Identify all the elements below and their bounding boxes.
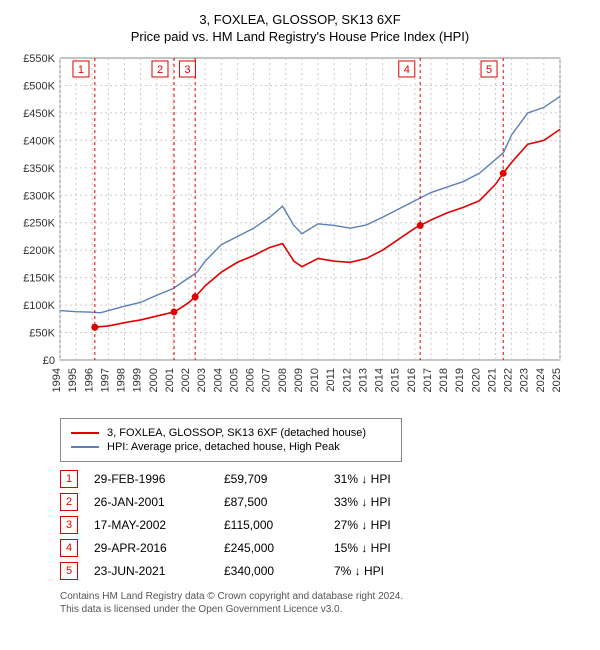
- svg-text:£350K: £350K: [23, 163, 55, 175]
- svg-text:4: 4: [404, 64, 410, 76]
- transaction-price: £115,000: [224, 518, 334, 532]
- svg-text:2000: 2000: [148, 368, 160, 392]
- svg-text:£300K: £300K: [23, 190, 55, 202]
- svg-text:1995: 1995: [67, 368, 79, 392]
- transactions-table: 1 29-FEB-1996£59,70931% ↓ HPI 2 26-JAN-2001…: [60, 470, 590, 580]
- transaction-date: 23-JUN-2021: [94, 564, 224, 578]
- svg-text:2006: 2006: [245, 368, 257, 392]
- svg-text:2015: 2015: [390, 368, 402, 392]
- svg-text:2011: 2011: [325, 368, 337, 392]
- transaction-date: 29-APR-2016: [94, 541, 224, 555]
- svg-text:£50K: £50K: [29, 328, 55, 340]
- transaction-date: 26-JAN-2001: [94, 495, 224, 509]
- svg-text:2012: 2012: [341, 368, 353, 392]
- svg-text:2019: 2019: [454, 368, 466, 392]
- transaction-marker: 5: [60, 562, 78, 580]
- transaction-marker: 1: [60, 470, 78, 488]
- svg-text:2014: 2014: [374, 368, 386, 392]
- transaction-price: £87,500: [224, 495, 334, 509]
- transaction-marker: 4: [60, 539, 78, 557]
- transaction-price: £340,000: [224, 564, 334, 578]
- svg-text:1: 1: [78, 64, 84, 76]
- svg-text:2009: 2009: [293, 368, 305, 392]
- svg-text:£500K: £500K: [23, 80, 55, 92]
- legend-label: HPI: Average price, detached house, High…: [107, 441, 340, 453]
- svg-text:£450K: £450K: [23, 108, 55, 120]
- svg-text:2010: 2010: [309, 368, 321, 392]
- svg-text:1994: 1994: [51, 368, 63, 392]
- svg-text:£100K: £100K: [23, 300, 55, 312]
- svg-text:1998: 1998: [116, 368, 128, 392]
- legend-item: 3, FOXLEA, GLOSSOP, SK13 6XF (detached h…: [71, 427, 391, 439]
- transaction-marker: 3: [60, 516, 78, 534]
- svg-text:2: 2: [157, 64, 163, 76]
- svg-text:2004: 2004: [212, 368, 224, 392]
- transaction-date: 17-MAY-2002: [94, 518, 224, 532]
- transaction-marker: 2: [60, 493, 78, 511]
- svg-text:2007: 2007: [261, 368, 273, 392]
- transaction-row: 1 29-FEB-1996£59,70931% ↓ HPI: [60, 470, 590, 488]
- transaction-row: 3 17-MAY-2002£115,00027% ↓ HPI: [60, 516, 590, 534]
- svg-text:£550K: £550K: [23, 53, 55, 65]
- transaction-price: £245,000: [224, 541, 334, 555]
- svg-text:2024: 2024: [535, 368, 547, 392]
- svg-text:2021: 2021: [486, 368, 498, 392]
- transaction-diff: 33% ↓ HPI: [334, 495, 444, 509]
- svg-text:£250K: £250K: [23, 218, 55, 230]
- svg-text:2018: 2018: [438, 368, 450, 392]
- transaction-date: 29-FEB-1996: [94, 472, 224, 486]
- line-chart: £0 £50K £100K £150K £200K £250K £300K £350K £400…: [10, 50, 570, 410]
- svg-text:2001: 2001: [164, 368, 176, 392]
- svg-text:2023: 2023: [519, 368, 531, 392]
- transaction-row: 5 23-JUN-2021£340,0007% ↓ HPI: [60, 562, 590, 580]
- transaction-row: 2 26-JAN-2001£87,50033% ↓ HPI: [60, 493, 590, 511]
- transaction-diff: 31% ↓ HPI: [334, 472, 444, 486]
- transaction-price: £59,709: [224, 472, 334, 486]
- chart-title-address: 3, FOXLEA, GLOSSOP, SK13 6XF: [10, 12, 590, 27]
- svg-text:£150K: £150K: [23, 273, 55, 285]
- svg-text:2005: 2005: [228, 368, 240, 392]
- svg-text:2008: 2008: [277, 368, 289, 392]
- transaction-diff: 15% ↓ HPI: [334, 541, 444, 555]
- svg-text:£200K: £200K: [23, 245, 55, 257]
- svg-text:2002: 2002: [180, 368, 192, 392]
- footnote-line1: Contains HM Land Registry data © Crown c…: [60, 591, 403, 602]
- svg-text:2016: 2016: [406, 368, 418, 392]
- svg-text:2022: 2022: [503, 368, 515, 392]
- svg-text:1999: 1999: [132, 368, 144, 392]
- footnote: Contains HM Land Registry data © Crown c…: [60, 590, 560, 616]
- svg-text:2025: 2025: [551, 368, 563, 392]
- svg-text:1997: 1997: [99, 368, 111, 392]
- legend: 3, FOXLEA, GLOSSOP, SK13 6XF (detached h…: [60, 418, 402, 462]
- svg-text:£0: £0: [43, 355, 55, 367]
- svg-text:2003: 2003: [196, 368, 208, 392]
- svg-text:2020: 2020: [470, 368, 482, 392]
- svg-text:3: 3: [184, 64, 190, 76]
- chart-title-description: Price paid vs. HM Land Registry's House …: [10, 29, 590, 44]
- svg-text:2017: 2017: [422, 368, 434, 392]
- svg-text:£400K: £400K: [23, 135, 55, 147]
- legend-swatch: [71, 432, 99, 434]
- legend-swatch: [71, 446, 99, 448]
- legend-item: HPI: Average price, detached house, High…: [71, 441, 391, 453]
- transaction-diff: 27% ↓ HPI: [334, 518, 444, 532]
- footnote-line2: This data is licensed under the Open Gov…: [60, 604, 342, 615]
- chart-area: £0 £50K £100K £150K £200K £250K £300K £350K £400…: [10, 50, 590, 410]
- svg-text:1996: 1996: [83, 368, 95, 392]
- transaction-row: 4 29-APR-2016£245,00015% ↓ HPI: [60, 539, 590, 557]
- legend-label: 3, FOXLEA, GLOSSOP, SK13 6XF (detached h…: [107, 427, 366, 439]
- transaction-diff: 7% ↓ HPI: [334, 564, 444, 578]
- svg-text:5: 5: [486, 64, 492, 76]
- svg-text:2013: 2013: [357, 368, 369, 392]
